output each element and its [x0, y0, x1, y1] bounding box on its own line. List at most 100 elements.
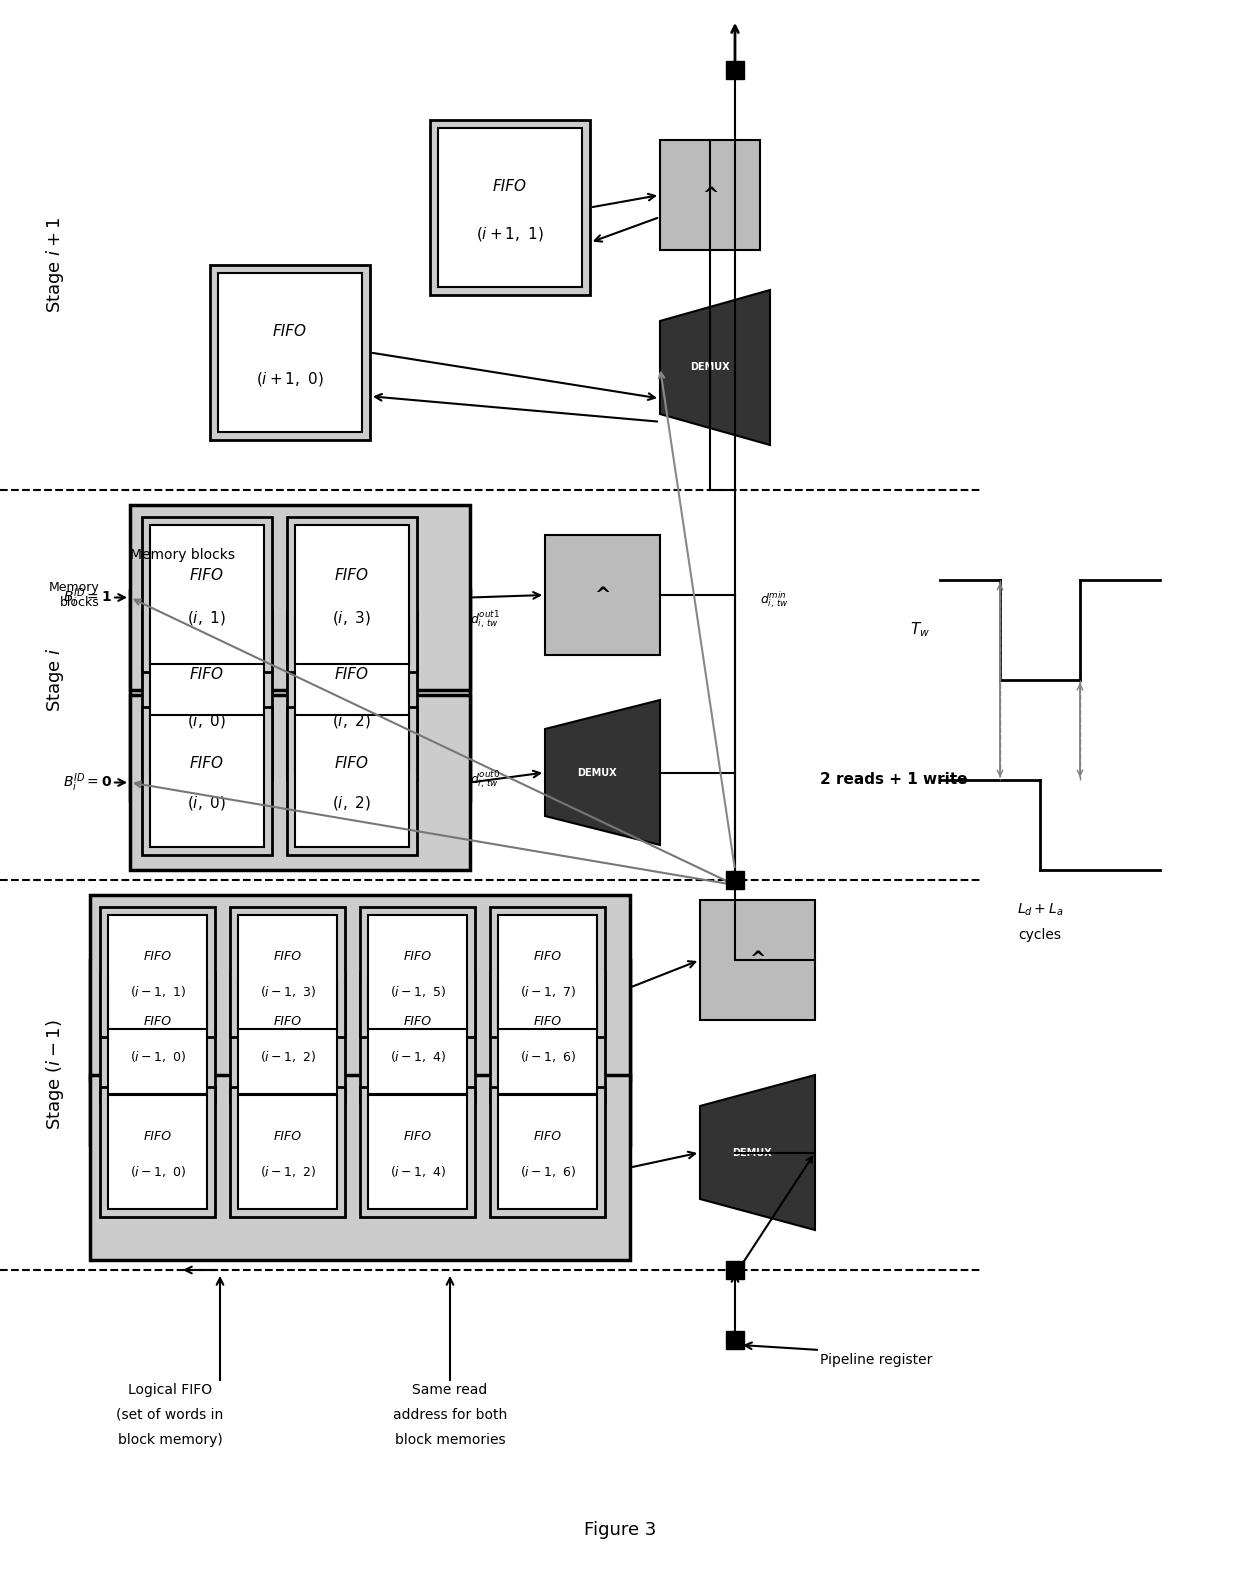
- Bar: [498, 979, 596, 1094]
- Text: Pipeline register: Pipeline register: [820, 1353, 932, 1368]
- Bar: [490, 971, 605, 1102]
- Text: ^: ^: [702, 185, 718, 204]
- Text: block memory): block memory): [118, 1434, 222, 1446]
- Bar: [368, 979, 467, 1094]
- Text: $(i-1,\ 4)$: $(i-1,\ 4)$: [389, 1049, 445, 1064]
- Bar: [286, 610, 417, 780]
- Bar: [295, 715, 409, 847]
- Bar: [91, 1075, 630, 1261]
- Bar: [546, 534, 660, 656]
- Bar: [143, 707, 272, 855]
- Text: $(i-1,\ 1)$: $(i-1,\ 1)$: [129, 984, 186, 998]
- Text: $(i,\ 2)$: $(i,\ 2)$: [332, 794, 372, 813]
- Bar: [229, 1086, 345, 1217]
- Text: $d_{i,\,tw}^{min}$: $d_{i,\,tw}^{min}$: [760, 590, 789, 610]
- Text: FIFO: FIFO: [190, 756, 224, 770]
- Bar: [368, 915, 467, 1030]
- Text: $(i-1,\ 2)$: $(i-1,\ 2)$: [259, 1049, 315, 1064]
- Bar: [100, 971, 215, 1102]
- Text: Logical FIFO: Logical FIFO: [128, 1383, 212, 1398]
- Text: $T_w$: $T_w$: [910, 621, 930, 640]
- Text: $(i-1,\ 6)$: $(i-1,\ 6)$: [520, 1163, 575, 1179]
- Bar: [150, 715, 264, 847]
- Bar: [701, 901, 815, 1020]
- Text: FIFO: FIFO: [335, 569, 370, 583]
- Bar: [725, 871, 744, 890]
- Text: FIFO: FIFO: [533, 1016, 562, 1028]
- Text: $d_{i,\,tw}^{out1}$: $d_{i,\,tw}^{out1}$: [470, 610, 500, 630]
- Text: $(i-1,\ 0)$: $(i-1,\ 0)$: [129, 1163, 186, 1179]
- Text: FIFO: FIFO: [144, 949, 171, 964]
- Text: ^: ^: [594, 585, 610, 605]
- Bar: [108, 979, 207, 1094]
- Bar: [229, 971, 345, 1102]
- Bar: [229, 907, 345, 1038]
- Bar: [218, 274, 362, 432]
- Text: (set of words in: (set of words in: [117, 1409, 223, 1423]
- Bar: [295, 525, 409, 663]
- Bar: [498, 1096, 596, 1209]
- Bar: [91, 960, 630, 1144]
- Bar: [490, 1086, 605, 1217]
- Bar: [238, 915, 337, 1030]
- Text: $(i,\ 0)$: $(i,\ 0)$: [187, 794, 227, 813]
- Text: $(i-1,\ 6)$: $(i-1,\ 6)$: [520, 1049, 575, 1064]
- Polygon shape: [546, 700, 660, 846]
- Text: FIFO: FIFO: [273, 324, 308, 340]
- Text: ^: ^: [749, 951, 765, 970]
- Text: FIFO: FIFO: [403, 949, 432, 964]
- Bar: [210, 266, 370, 440]
- Text: $(i,\ 1)$: $(i,\ 1)$: [187, 608, 227, 627]
- Bar: [108, 1096, 207, 1209]
- Bar: [438, 127, 582, 288]
- Polygon shape: [701, 1075, 815, 1229]
- Text: Stage $i$: Stage $i$: [43, 648, 66, 712]
- Bar: [130, 505, 470, 690]
- Text: FIFO: FIFO: [533, 949, 562, 964]
- Text: $L_d + L_a$: $L_d + L_a$: [1017, 902, 1063, 918]
- Text: Memory
blocks: Memory blocks: [50, 582, 100, 608]
- Text: FIFO: FIFO: [335, 756, 370, 770]
- Text: $d_{i,\,tw}^{out0}$: $d_{i,\,tw}^{out0}$: [470, 769, 500, 791]
- Text: $B_i^{ID}=\mathbf{0}$: $B_i^{ID}=\mathbf{0}$: [63, 772, 112, 794]
- Bar: [725, 1331, 744, 1349]
- Text: Figure 3: Figure 3: [584, 1522, 656, 1539]
- Bar: [725, 1261, 744, 1280]
- Text: $(i,\ 2)$: $(i,\ 2)$: [332, 712, 372, 729]
- Bar: [286, 707, 417, 855]
- Bar: [360, 907, 475, 1038]
- Bar: [238, 979, 337, 1094]
- Text: 2 reads + 1 write: 2 reads + 1 write: [820, 772, 967, 788]
- Text: FIFO: FIFO: [144, 1130, 171, 1143]
- Bar: [430, 119, 590, 296]
- Text: Stage $i+1$: Stage $i+1$: [43, 217, 66, 313]
- Bar: [360, 971, 475, 1102]
- Bar: [100, 1086, 215, 1217]
- Text: $(i-1,\ 7)$: $(i-1,\ 7)$: [520, 984, 575, 998]
- Bar: [498, 915, 596, 1030]
- Bar: [660, 140, 760, 250]
- Text: cycles: cycles: [1018, 927, 1061, 942]
- Text: Stage $(i-1)$: Stage $(i-1)$: [43, 1020, 66, 1130]
- Bar: [368, 1096, 467, 1209]
- Text: block memories: block memories: [394, 1434, 506, 1446]
- Text: FIFO: FIFO: [274, 1016, 301, 1028]
- Text: FIFO: FIFO: [494, 179, 527, 193]
- Text: FIFO: FIFO: [335, 667, 370, 682]
- Bar: [725, 61, 744, 79]
- Text: $(i-1,\ 3)$: $(i-1,\ 3)$: [259, 984, 315, 998]
- Bar: [150, 618, 264, 772]
- Bar: [143, 517, 272, 671]
- Text: FIFO: FIFO: [274, 949, 301, 964]
- Text: FIFO: FIFO: [190, 569, 224, 583]
- Bar: [100, 907, 215, 1038]
- Text: FIFO: FIFO: [274, 1130, 301, 1143]
- Text: $(i-1,\ 5)$: $(i-1,\ 5)$: [389, 984, 445, 998]
- Text: DEMUX: DEMUX: [732, 1148, 771, 1157]
- Text: $(i,\ 3)$: $(i,\ 3)$: [332, 608, 372, 627]
- Bar: [238, 1096, 337, 1209]
- Text: FIFO: FIFO: [403, 1016, 432, 1028]
- Bar: [130, 695, 470, 869]
- Text: $(i,\ 0)$: $(i,\ 0)$: [187, 712, 227, 729]
- Text: FIFO: FIFO: [533, 1130, 562, 1143]
